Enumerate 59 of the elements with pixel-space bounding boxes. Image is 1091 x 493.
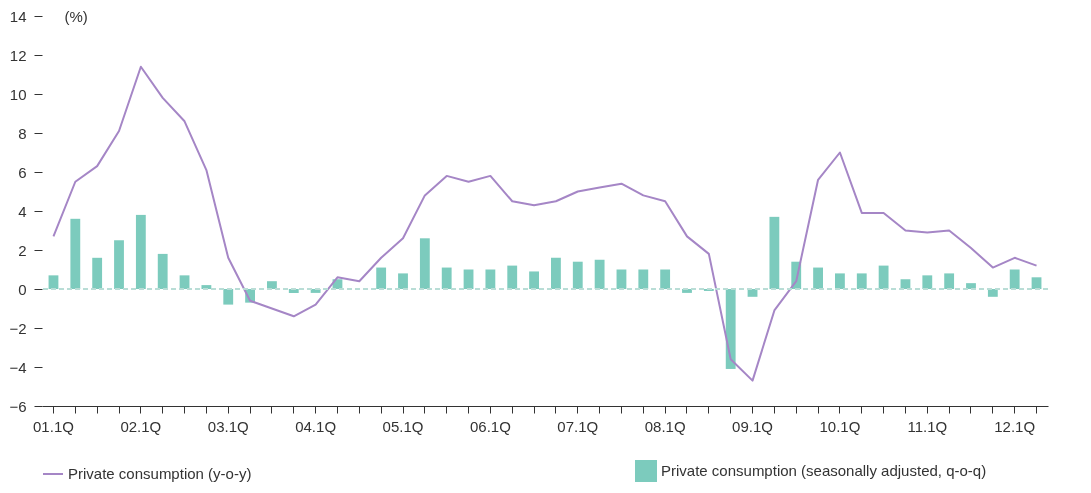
bar [70,218,81,289]
bar [1031,277,1042,289]
bar [376,267,387,289]
y-tick-label: 12 [9,46,27,64]
bar [135,214,146,289]
x-tick-label: 11.1Q [907,417,948,435]
y-tick-label: 8 [18,124,27,142]
y-axis-title: (%) [64,7,88,25]
y-tick-label: 4 [18,202,27,220]
bar [92,257,103,289]
bar [223,289,234,305]
y-tick-label: 10 [9,85,27,103]
x-tick-label: 06.1Q [469,417,511,435]
y-tick-label: 6 [18,163,27,181]
x-tick-label: 02.1Q [120,417,162,435]
bar [769,216,780,289]
bar [660,269,671,289]
bar [835,273,845,289]
bar [638,269,649,289]
y-tick-label: 2 [18,241,27,259]
line-series [52,65,1038,382]
legend-label: Private consumption (y-o-y) [68,465,252,482]
bar [594,259,605,289]
y-tick-label: 14 [9,7,27,25]
bar [1009,269,1020,289]
bar [398,273,408,289]
x-tick-label: 09.1Q [732,417,773,435]
x-tick-label: 08.1Q [644,417,686,435]
bar [529,271,539,289]
bar [267,281,277,289]
bar [114,240,124,289]
x-tick-label: 07.1Q [557,417,599,435]
bar [856,273,867,289]
bar [441,267,452,289]
x-tick-label: 05.1Q [382,417,424,435]
x-tick-label: 01.1Q [33,417,74,435]
bar [419,238,430,289]
bar [48,275,59,289]
y-tick-label: −2 [9,319,27,337]
bar [813,267,823,289]
bar [551,257,561,289]
bar [572,261,583,289]
y-tick-label: −6 [9,397,27,415]
bar [179,275,190,289]
bar [987,289,998,297]
bar [944,273,955,289]
bar [157,253,168,289]
x-tick-label: 12.1Q [994,417,1036,435]
y-tick-label: −4 [9,358,27,376]
bar [878,265,889,289]
bar [485,269,496,289]
x-tick-label: 04.1Q [295,417,337,435]
x-tick-label: 03.1Q [207,417,249,435]
y-tick-label: 0 [18,280,27,298]
bar [725,289,736,369]
bar [922,275,933,289]
legend-label: Private consumption (seasonally adjusted, q-o-q) [661,462,987,479]
bar [507,265,518,289]
x-tick-label: 10.1Q [819,417,861,435]
